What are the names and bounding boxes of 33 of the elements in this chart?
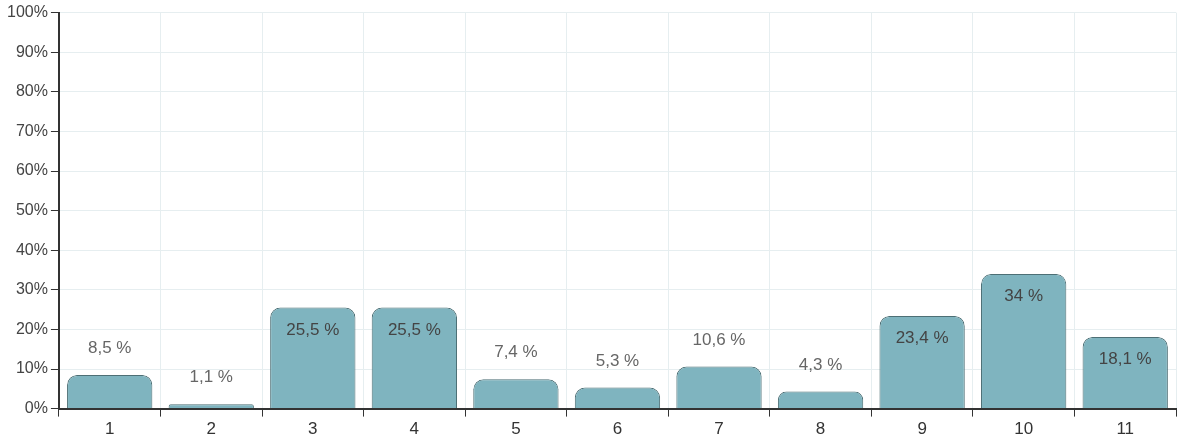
data-label: 25,5 %	[387, 319, 441, 339]
data-label: 18,1 %	[1098, 349, 1152, 369]
x-tick-label: 10	[1014, 419, 1034, 439]
y-tick-label: 0%	[24, 399, 48, 417]
data-label: 25,5 %	[286, 319, 340, 339]
y-tick-label: 100%	[7, 3, 48, 21]
x-tick-label: 6	[612, 419, 623, 439]
data-label: 4,3 %	[798, 354, 843, 374]
y-tick-label: 60%	[15, 161, 48, 179]
data-label: 23,4 %	[895, 328, 949, 348]
data-label: 10,6 %	[692, 329, 746, 349]
x-tick-label: 7	[714, 419, 724, 439]
x-tick-label: 1	[104, 419, 115, 439]
x-tick-label: 9	[917, 419, 927, 439]
x-tick-label: 4	[409, 419, 420, 439]
x-tick-label: 2	[206, 419, 216, 439]
data-label: 1,1 %	[189, 367, 233, 387]
y-tick-label: 90%	[15, 42, 48, 60]
y-tick-label: 20%	[15, 319, 48, 337]
data-label: 34 %	[1004, 286, 1044, 306]
x-tick-label: 5	[511, 419, 521, 439]
x-tick-label: 8	[815, 419, 826, 439]
x-tick-label: 3	[308, 419, 318, 439]
y-tick-label: 70%	[15, 121, 48, 139]
y-tick-label: 80%	[15, 82, 48, 100]
y-tick-label: 10%	[15, 359, 48, 377]
y-tick-label: 30%	[15, 280, 48, 298]
data-label: 8,5 %	[87, 338, 132, 358]
data-label: 7,4 %	[494, 342, 538, 362]
data-label: 5,3 %	[595, 350, 640, 370]
x-tick-label: 11	[1116, 419, 1135, 439]
y-tick-label: 40%	[15, 240, 48, 258]
y-tick-label: 50%	[15, 201, 48, 219]
